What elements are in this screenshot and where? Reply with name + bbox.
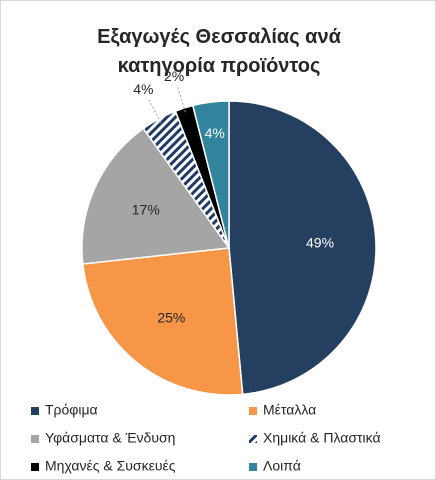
legend-swatch: [249, 435, 257, 443]
pie-slice: [191, 100, 230, 249]
legend-label: Υφάσματα & Ένδυση: [45, 430, 175, 446]
data-label: 4%: [205, 125, 225, 141]
leader-line: [147, 98, 162, 123]
data-label: 17%: [132, 202, 160, 218]
legend-swatch: [31, 407, 39, 415]
pie-slice: [81, 127, 231, 265]
pie-slice: [228, 100, 377, 396]
legend-label: Τρόφιμα: [45, 402, 98, 418]
legend-label: Μέταλλα: [263, 402, 316, 418]
legend-swatch: [249, 407, 257, 415]
data-label: 25%: [157, 309, 185, 325]
data-label: 2%: [164, 68, 184, 84]
legend-label: Μηχανές & Συσκευές: [45, 458, 176, 474]
legend-swatch: [249, 463, 257, 471]
legend-swatch: [31, 435, 39, 443]
data-label: 4%: [133, 81, 153, 97]
data-label: 49%: [306, 234, 334, 250]
legend-swatch: [31, 463, 39, 471]
chart-title: Εξαγωγές Θεσσαλίας ανά κατηγορία προϊόντ…: [97, 26, 341, 77]
legend-label: Λοιπά: [263, 458, 301, 474]
legend-label: Χημικά & Πλαστικά: [263, 430, 381, 446]
pie-slice: [82, 247, 244, 396]
leader-line: [176, 85, 186, 113]
